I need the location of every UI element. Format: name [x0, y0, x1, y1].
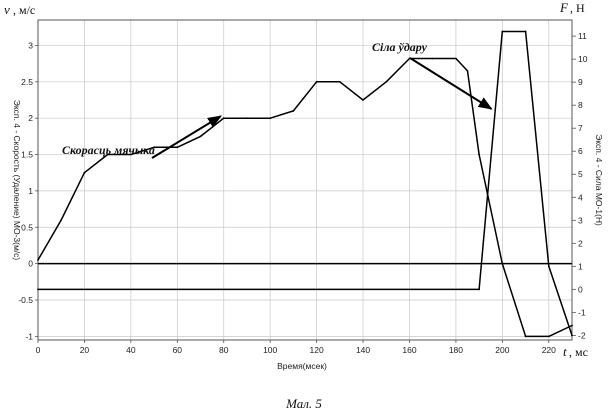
- ball-speed-point: [83, 171, 86, 174]
- x-tick-label: 40: [126, 345, 136, 355]
- ball-speed-point: [106, 153, 109, 156]
- y-right-tick-label: 10: [578, 54, 588, 64]
- x-tick-label: 100: [263, 345, 277, 355]
- ball-speed-point: [199, 135, 202, 138]
- y-left-axis-ticks: -1 -0.5 0 0.5 1 1.5 2 2.5 3: [18, 40, 38, 341]
- ball-speed-point: [246, 117, 248, 120]
- figure-caption: Мал. 5: [285, 396, 322, 411]
- ball-speed-point: [362, 99, 364, 101]
- x-tick-label: 120: [310, 345, 324, 355]
- y-left-tick-label: -1: [25, 331, 33, 341]
- ball-speed-point: [338, 80, 341, 83]
- ball-speed-point: [385, 80, 388, 83]
- y-right-letter: F: [559, 0, 569, 15]
- ball-speed-point: [571, 324, 573, 327]
- annotation-impact-force: Сіла ўдару: [372, 40, 428, 54]
- y-right-tick-label: -1: [578, 307, 586, 317]
- y-left-tick-label: -0.5: [18, 295, 33, 305]
- ball-speed-point: [37, 259, 39, 261]
- y-right-tick-label: -2: [578, 330, 586, 340]
- y-left-tick-label: 0.5: [21, 222, 33, 232]
- annotation-arrows: [151, 57, 493, 159]
- y-right-tick-label: 4: [578, 192, 583, 202]
- impact-force-point: [571, 334, 573, 337]
- series-group: [37, 30, 573, 338]
- y-left-tick-label: 2.5: [21, 77, 33, 87]
- impact-force-point: [478, 288, 480, 291]
- x-tick-label: 140: [356, 345, 370, 355]
- y-right-tick-label: 8: [578, 100, 583, 110]
- impact-force-point: [524, 30, 527, 33]
- y-right-tick-label: 0: [578, 284, 583, 294]
- x-tick-label: 200: [495, 345, 509, 355]
- annotation-ball-speed: Скорасць мячыка: [62, 143, 155, 157]
- ball-speed-point: [60, 219, 63, 221]
- ball-speed-point: [466, 70, 469, 72]
- ball-speed-point: [222, 117, 225, 120]
- impact-force-point: [547, 265, 550, 268]
- x-tick-label: 0: [36, 345, 41, 355]
- y-right-tick-label: 1: [578, 261, 583, 271]
- y-right-tick-label: 5: [578, 169, 583, 179]
- x-tick-label: 20: [80, 345, 90, 355]
- y-left-tick-label: 1: [28, 186, 33, 196]
- x-axis-label: Время(мсек): [277, 361, 327, 371]
- ball-speed-point: [269, 117, 272, 120]
- x-axis-unit: , мс: [569, 345, 588, 359]
- y-right-tick-label: 2: [578, 238, 583, 248]
- ball-speed-point: [153, 146, 156, 149]
- y-right-tick-label: 11: [578, 31, 587, 41]
- y-left-letter: v: [4, 2, 10, 17]
- y-right-axis-ticks: -2 -1 0 1 2 3 4 5 6 7 8 9 10 11: [572, 31, 588, 340]
- x-tick-label: 160: [402, 345, 416, 355]
- y-right-axis-label: Эксп. 4 - Сила МО-1(Н): [594, 134, 604, 226]
- y-left-tick-label: 0: [28, 259, 33, 269]
- x-axis-ticks: 0 20 40 60 80 100 120 140 160 180 200 220: [36, 340, 556, 355]
- y-right-tick-label: 6: [578, 146, 583, 156]
- ball-speed-point: [478, 153, 480, 156]
- y-left-tick-label: 2: [28, 113, 33, 123]
- ball-speed-point: [501, 262, 504, 265]
- impact-force-point: [37, 288, 39, 291]
- ball-speed-point: [176, 146, 179, 149]
- plot-frame: [37, 19, 573, 341]
- ball-speed-point: [547, 335, 550, 338]
- y-right-unit: , Н: [570, 1, 585, 15]
- impact-force-point: [501, 30, 504, 33]
- x-tick-label: 80: [219, 345, 229, 355]
- y-left-axis-label: Эксп. 4 - Скорость (Удаление) МО-3(м/с): [12, 100, 22, 261]
- arrow-ball-speed: [151, 115, 222, 159]
- series-line-impact-force: [38, 30, 573, 336]
- ball-speed-point: [292, 110, 295, 112]
- y-right-tick-label: 7: [578, 123, 583, 133]
- arrow-impact-force: [409, 57, 493, 110]
- ball-speed-point: [524, 335, 527, 338]
- y-left-tick-label: 3: [28, 40, 33, 50]
- y-left-unit: , м/с: [13, 3, 35, 17]
- x-tick-label: 220: [542, 345, 556, 355]
- ball-speed-point: [130, 153, 132, 156]
- ball-speed-point: [315, 80, 318, 83]
- x-axis-letter: t: [563, 344, 567, 359]
- x-tick-label: 180: [449, 345, 463, 355]
- y-right-tick-label: 9: [578, 77, 583, 87]
- x-tick-label: 60: [173, 345, 183, 355]
- ball-speed-point: [455, 57, 457, 60]
- ball-speed-point: [431, 57, 434, 60]
- y-right-tick-label: 3: [578, 215, 583, 225]
- y-left-tick-label: 1.5: [21, 150, 33, 160]
